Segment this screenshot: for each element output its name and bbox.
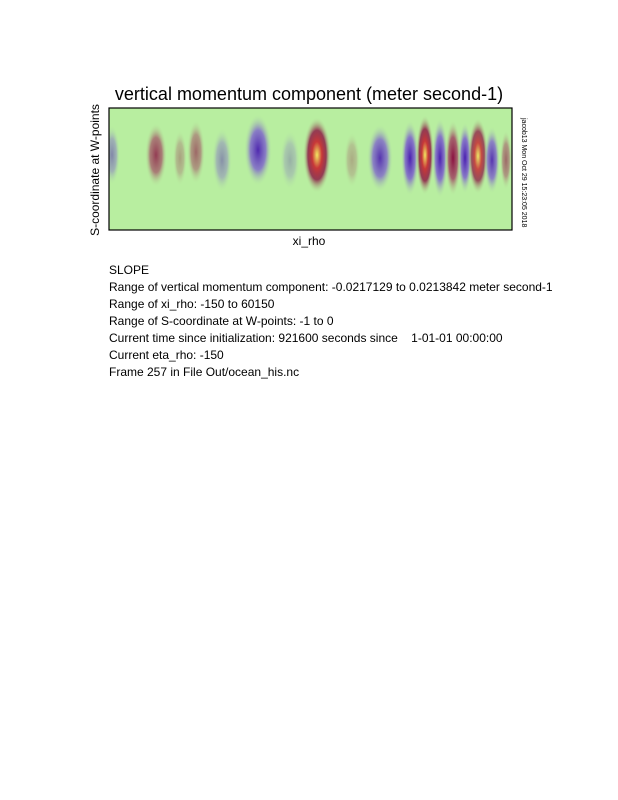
field-blob [468, 118, 488, 194]
field-blob [344, 132, 360, 188]
y-axis-label: S-coordinate at W-points [88, 104, 102, 236]
info-line: Current eta_rho: -150 [109, 348, 224, 362]
field-blob [244, 114, 272, 186]
field [109, 114, 512, 198]
field-blob [212, 128, 232, 192]
field-blob [367, 124, 393, 192]
info-line: Range of xi_rho: -150 to 60150 [109, 297, 275, 311]
info-line: SLOPE [109, 263, 149, 277]
field-blob [416, 115, 434, 195]
side-label: jacob13 Mon Oct 29 15:23:05 2018 [520, 117, 527, 227]
info-line: Range of S-coordinate at W-points: -1 to… [109, 314, 334, 328]
info-line: Range of vertical momentum component: -0… [109, 280, 553, 294]
field-blob [458, 122, 472, 194]
field-blob [401, 120, 419, 196]
x-axis-label: xi_rho [293, 234, 326, 248]
field-blob [500, 130, 512, 190]
info-line: Current time since initialization: 92160… [109, 331, 503, 345]
field-blob [109, 125, 120, 185]
field-blob [432, 118, 448, 198]
info-line: Frame 257 in File Out/ocean_his.nc [109, 365, 299, 379]
chart-title: vertical momentum component (meter secon… [115, 84, 503, 104]
field-blob [173, 130, 187, 186]
field-blob [187, 120, 205, 184]
info-block: SLOPE Range of vertical momentum componen… [109, 263, 553, 379]
field-blob [484, 126, 500, 194]
plot-frame [108, 107, 513, 231]
field-blob [445, 120, 461, 196]
field-blob [280, 130, 300, 190]
field-blob [303, 117, 331, 193]
field-blob [145, 123, 167, 187]
